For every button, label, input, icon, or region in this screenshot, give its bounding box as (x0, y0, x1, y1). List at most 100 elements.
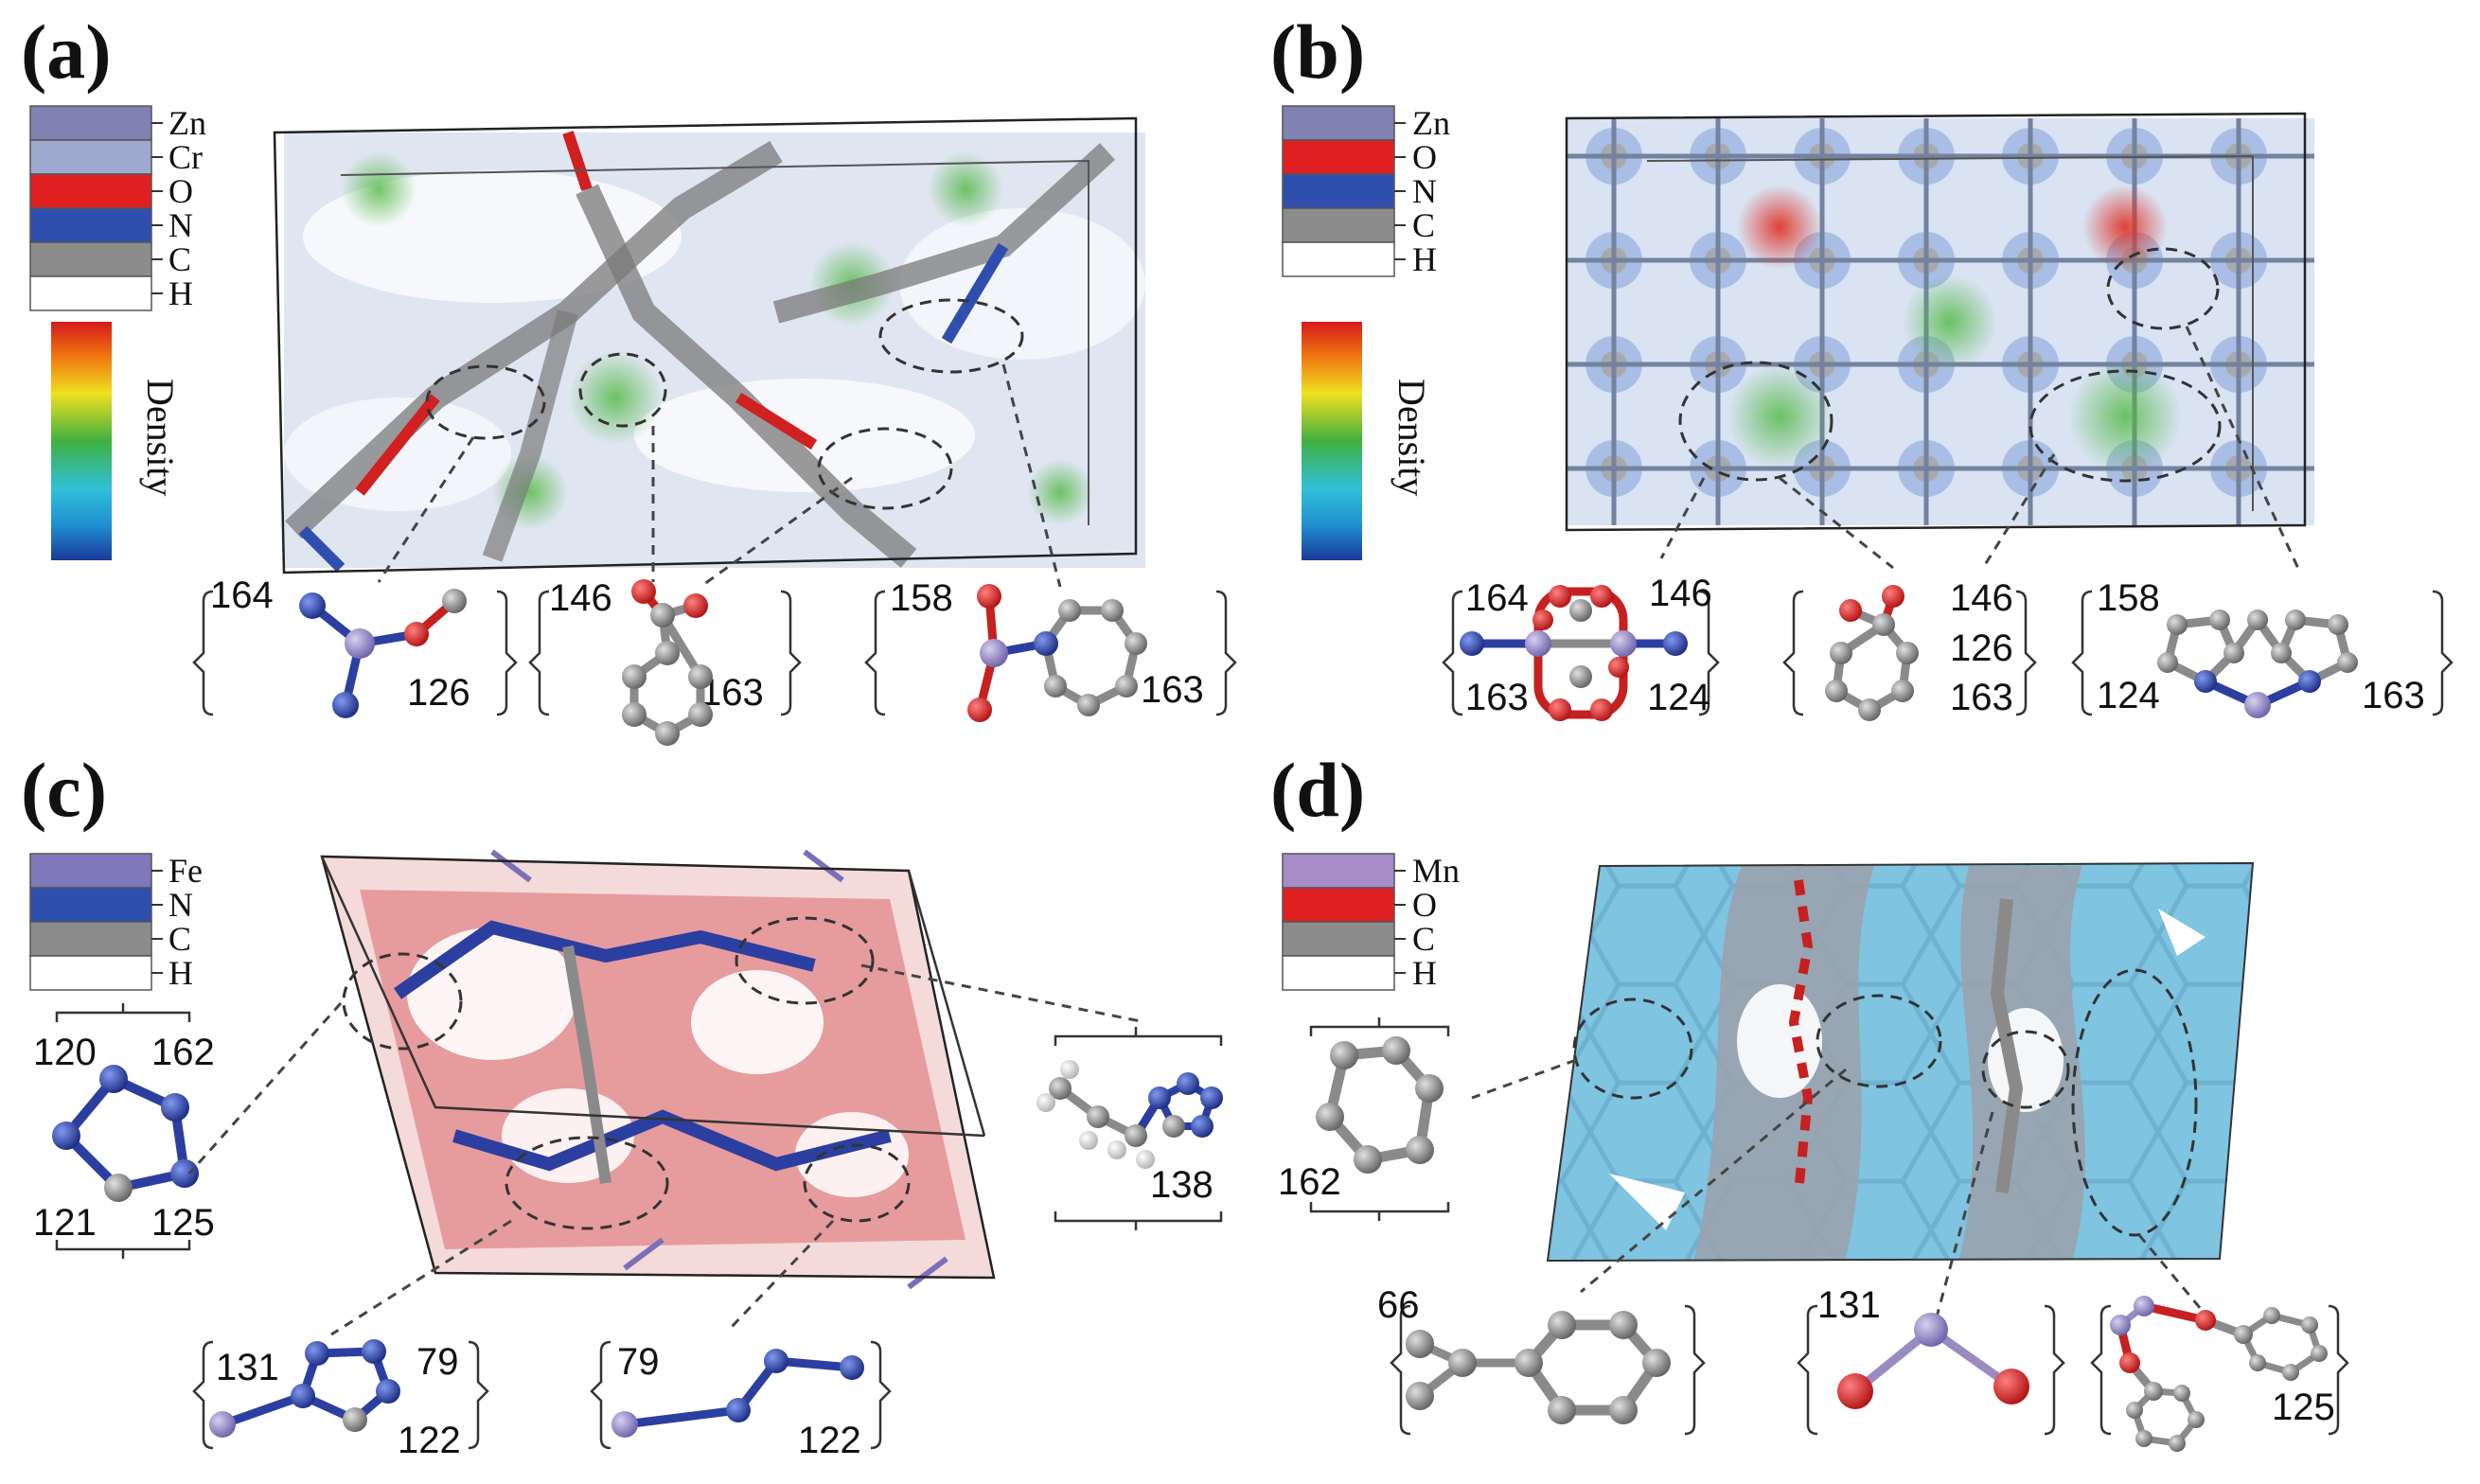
legend-label-zn: Zn (168, 104, 206, 142)
legend-swatch-fe (29, 853, 152, 889)
panel-c: (c) Fe N C H 120 162 121 125 (21, 747, 1223, 1461)
legend-label-cr: Cr (168, 138, 203, 176)
panel-b-legend: Zn O N C H (1282, 104, 1450, 278)
arrow-icon (1981, 453, 2056, 569)
legend-label-mn: Mn (1412, 852, 1460, 890)
arrow-icon (860, 963, 1146, 1024)
legend-label-fe: Fe (168, 852, 203, 890)
legend-swatch-zn (1282, 105, 1395, 141)
arrow-icon (1580, 1068, 1847, 1294)
fragment-number: 131 (216, 1347, 279, 1388)
fragment-number: 122 (398, 1420, 461, 1461)
arrow-icon (700, 476, 853, 589)
fragment-number: 131 (1817, 1284, 1881, 1326)
legend-swatch-c (1282, 207, 1395, 243)
legend-label-c: C (168, 920, 191, 958)
fragment-number: 121 (33, 1202, 97, 1244)
fragment-number: 124 (2097, 675, 2160, 716)
legend-swatch-h (29, 275, 152, 311)
panel-c-label: (c) (21, 747, 107, 833)
fragment-number: 126 (407, 672, 470, 714)
panel-c-structure-image (320, 849, 996, 1290)
panel-b-fragment-1: 164 146 163 124 (1442, 573, 1720, 721)
legend-label-h: H (168, 954, 193, 992)
fragment-number: 146 (1950, 577, 2013, 619)
legend-swatch-c (29, 921, 152, 957)
arrow-icon (1471, 1058, 1577, 1100)
legend-swatch-h (1282, 241, 1395, 277)
legend-label-c: C (168, 240, 191, 278)
arrow-icon (330, 1219, 512, 1336)
legend-swatch-o (1282, 139, 1395, 175)
fragment-number: 163 (1465, 677, 1529, 718)
panel-c-fragment-2: 138 (1036, 1027, 1223, 1230)
legend-swatch-o (29, 173, 152, 209)
panel-d-legend: Mn O C H (1282, 852, 1460, 992)
panel-d-structure-image (1546, 861, 2255, 1263)
panel-a-fragment-2: 146 163 (528, 577, 802, 746)
fragment-number: 126 (1950, 627, 2013, 669)
arrow-icon (1659, 477, 1706, 559)
fragment-number: 158 (890, 577, 953, 619)
panel-d-label: (d) (1270, 747, 1365, 833)
fragment-number: 162 (151, 1032, 215, 1073)
panel-b-colorbar-label: Density (1391, 379, 1433, 496)
fragment-number: 164 (210, 574, 274, 616)
legend-swatch-c (1282, 921, 1395, 957)
panel-c-fragment-4: 79 122 (590, 1340, 892, 1461)
fragment-number: 120 (33, 1032, 97, 1073)
panel-d-fragment-1: 162 (1278, 1017, 1450, 1221)
panel-d-fragment-2: 66 (1377, 1284, 1706, 1436)
panel-a-label: (a) (21, 9, 112, 95)
legend-label-n: N (1412, 172, 1437, 210)
panel-a: (a) Zn Cr O N C H Density (21, 9, 1237, 746)
panel-c-fragment-3: 131 79 122 (192, 1339, 489, 1461)
arrow-icon (2137, 1234, 2212, 1321)
arrow-icon (2185, 326, 2302, 574)
fragment-number: 163 (2362, 675, 2425, 716)
fragment-number: 79 (416, 1341, 459, 1383)
fragment-number: 158 (2097, 577, 2160, 619)
panel-a-legend: Zn Cr O N C H (29, 104, 206, 312)
legend-label-c: C (1412, 920, 1435, 958)
panel-b-label: (b) (1270, 9, 1365, 95)
fragment-number: 164 (1465, 577, 1529, 619)
panel-c-fragment-1: 120 162 121 125 (33, 1003, 215, 1259)
legend-swatch-mn (1282, 853, 1395, 889)
legend-swatch-h (29, 955, 152, 991)
fragment-number: 146 (549, 577, 612, 619)
fragment-number: 138 (1150, 1164, 1213, 1206)
legend-label-o: O (1412, 886, 1437, 924)
panel-a-structure-image (273, 116, 1145, 574)
panel-b-colorbar (1302, 322, 1362, 560)
fragment-number: 125 (2272, 1387, 2335, 1428)
panel-c-legend: Fe N C H (29, 852, 203, 992)
arrow-icon (1934, 1111, 1994, 1321)
fragment-number: 122 (798, 1420, 861, 1461)
fragment-number: 79 (617, 1341, 660, 1383)
panel-b-fragment-2: 146 126 163 (1782, 577, 2037, 721)
legend-swatch-zn (29, 105, 152, 141)
legend-label-c: C (1412, 206, 1435, 244)
arrow-icon (187, 1002, 343, 1175)
legend-swatch-cr (29, 139, 152, 175)
fragment-number: 66 (1377, 1284, 1420, 1326)
arrow-icon (727, 1219, 835, 1332)
fragment-number: 163 (1141, 669, 1204, 711)
arrow-icon (1779, 476, 1894, 570)
panel-b-fragment-3: 158 124 163 (2071, 577, 2453, 718)
panel-d-fragment-3: 131 (1797, 1284, 2065, 1436)
fragment-number: 163 (1950, 677, 2013, 718)
fragment-number: 124 (1647, 677, 1710, 718)
arrow-icon (377, 436, 475, 583)
panel-b-structure-image (1565, 112, 2314, 532)
legend-label-h: H (1412, 954, 1437, 992)
panel-a-colorbar-label: Density (139, 379, 182, 496)
legend-swatch-n (29, 207, 152, 243)
legend-label-n: N (168, 886, 193, 924)
legend-label-zn: Zn (1412, 104, 1450, 142)
panel-a-colorbar (51, 322, 112, 560)
legend-swatch-n (29, 887, 152, 923)
legend-swatch-n (1282, 173, 1395, 209)
